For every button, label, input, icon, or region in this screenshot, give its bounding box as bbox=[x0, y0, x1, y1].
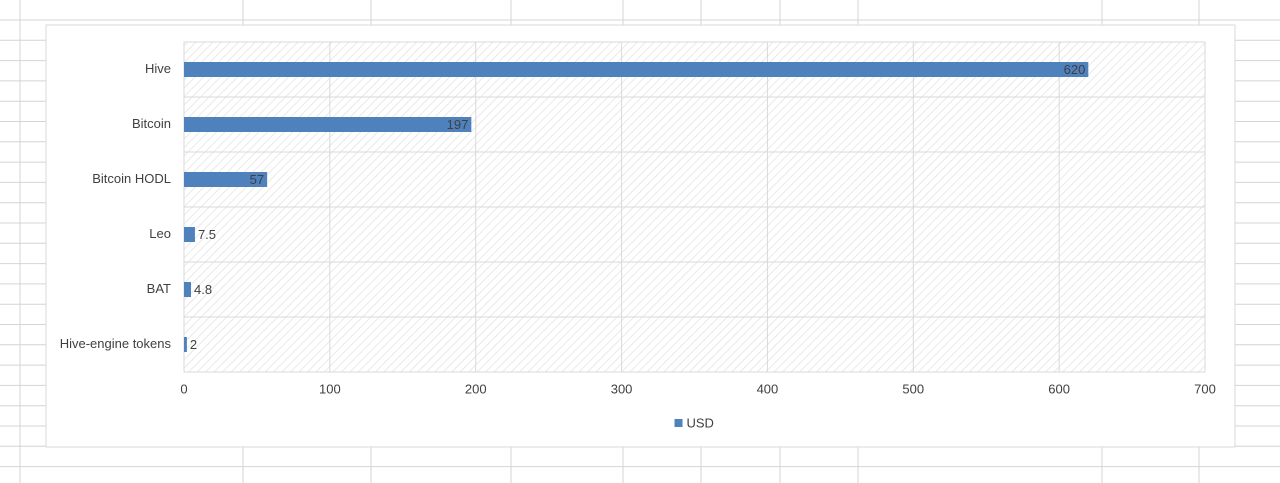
bar bbox=[184, 282, 192, 297]
x-tick-label: 400 bbox=[757, 381, 779, 396]
legend-label: USD bbox=[687, 415, 714, 430]
bar bbox=[184, 172, 268, 187]
data-label: 7.5 bbox=[198, 227, 216, 242]
data-label: 2 bbox=[190, 337, 197, 352]
bar bbox=[184, 117, 472, 132]
x-tick-label: 300 bbox=[611, 381, 633, 396]
x-tick-label: 500 bbox=[902, 381, 924, 396]
y-tick-label: Bitcoin bbox=[132, 116, 171, 131]
x-tick-label: 0 bbox=[180, 381, 187, 396]
y-tick-label: BAT bbox=[147, 281, 171, 296]
x-tick-label: 200 bbox=[465, 381, 487, 396]
data-label: 57 bbox=[250, 172, 264, 187]
y-tick-label: Hive bbox=[145, 61, 171, 76]
bar bbox=[184, 227, 195, 242]
x-tick-label: 100 bbox=[319, 381, 341, 396]
data-label: 197 bbox=[447, 117, 469, 132]
y-tick-label: Bitcoin HODL bbox=[92, 171, 171, 186]
data-label: 4.8 bbox=[194, 282, 212, 297]
legend-swatch bbox=[674, 419, 683, 427]
x-tick-label: 700 bbox=[1194, 381, 1216, 396]
chart: 0 100 200 300 400 500 600 700 Hive Bitcoin Bitcoin… bbox=[60, 42, 1216, 430]
bar bbox=[184, 337, 187, 352]
y-tick-label: Hive-engine tokens bbox=[60, 336, 172, 351]
y-tick-label: Leo bbox=[149, 226, 171, 241]
x-tick-label: 600 bbox=[1048, 381, 1070, 396]
data-label: 620 bbox=[1064, 62, 1086, 77]
bar bbox=[184, 62, 1089, 77]
